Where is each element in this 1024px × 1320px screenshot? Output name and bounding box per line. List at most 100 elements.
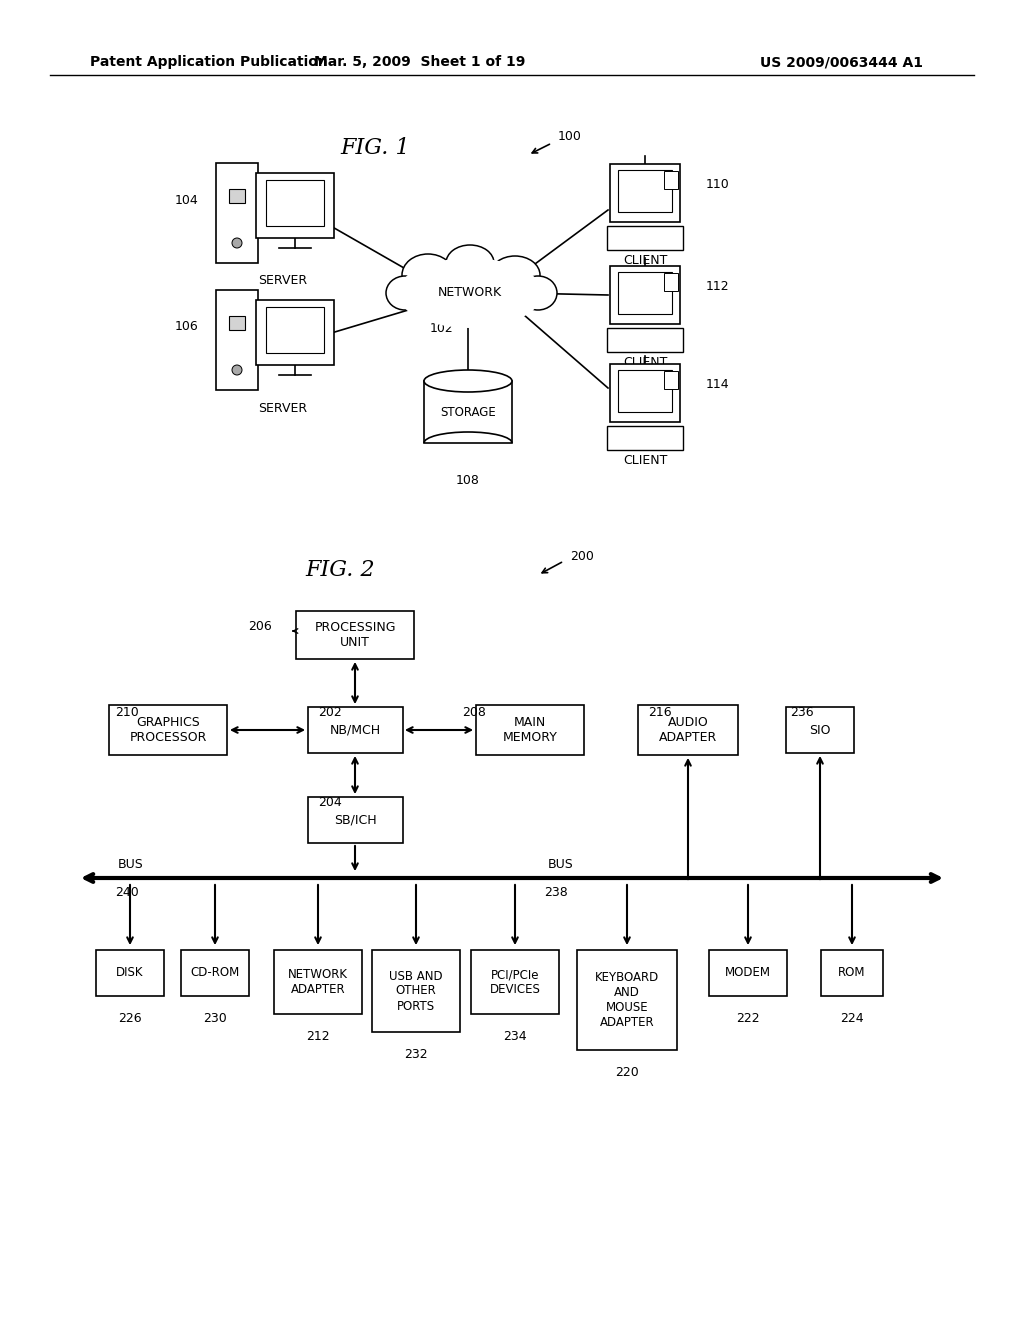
Bar — [664, 273, 678, 290]
Text: MODEM: MODEM — [725, 966, 771, 979]
Text: 222: 222 — [736, 1011, 760, 1024]
Text: 212: 212 — [306, 1030, 330, 1043]
Text: CLIENT: CLIENT — [623, 454, 668, 466]
FancyBboxPatch shape — [471, 950, 559, 1014]
Text: SIO: SIO — [809, 723, 830, 737]
Bar — [607, 327, 683, 352]
Text: FIG. 2: FIG. 2 — [305, 558, 375, 581]
Ellipse shape — [519, 276, 557, 310]
Text: CLIENT: CLIENT — [623, 253, 668, 267]
Text: 202: 202 — [318, 705, 342, 718]
Text: USB AND
OTHER
PORTS: USB AND OTHER PORTS — [389, 969, 442, 1012]
Ellipse shape — [397, 257, 543, 327]
Text: FIG. 1: FIG. 1 — [340, 137, 410, 158]
FancyBboxPatch shape — [96, 950, 164, 997]
Text: STORAGE: STORAGE — [440, 405, 496, 418]
Text: 210: 210 — [115, 705, 138, 718]
Bar — [610, 267, 680, 323]
Text: SERVER: SERVER — [258, 275, 307, 288]
Circle shape — [232, 238, 242, 248]
FancyBboxPatch shape — [372, 950, 460, 1032]
Text: 204: 204 — [318, 796, 342, 808]
Text: CLIENT: CLIENT — [623, 355, 668, 368]
Bar — [618, 370, 672, 412]
Text: CD-ROM: CD-ROM — [190, 966, 240, 979]
Text: ROM: ROM — [839, 966, 865, 979]
Text: 200: 200 — [570, 550, 594, 564]
Bar — [618, 272, 672, 314]
Bar — [256, 173, 334, 238]
FancyBboxPatch shape — [821, 950, 883, 997]
Text: 220: 220 — [615, 1065, 639, 1078]
FancyBboxPatch shape — [307, 708, 402, 752]
Bar — [424, 381, 512, 444]
Text: 232: 232 — [404, 1048, 428, 1060]
Text: 226: 226 — [118, 1011, 141, 1024]
Text: PCI/PCIe
DEVICES: PCI/PCIe DEVICES — [489, 968, 541, 997]
Text: 108: 108 — [456, 474, 480, 487]
Bar — [266, 180, 324, 226]
FancyBboxPatch shape — [296, 611, 414, 659]
FancyBboxPatch shape — [577, 950, 677, 1049]
Text: NB/MCH: NB/MCH — [330, 723, 381, 737]
Bar — [610, 364, 680, 422]
Text: NETWORK: NETWORK — [438, 286, 502, 300]
Bar — [610, 164, 680, 222]
Bar — [618, 170, 672, 213]
Text: 102: 102 — [430, 322, 454, 334]
Text: 234: 234 — [503, 1030, 526, 1043]
Circle shape — [232, 366, 242, 375]
Text: US 2009/0063444 A1: US 2009/0063444 A1 — [760, 55, 923, 69]
Text: 224: 224 — [840, 1011, 864, 1024]
Text: PROCESSING
UNIT: PROCESSING UNIT — [314, 620, 395, 649]
Text: SB/ICH: SB/ICH — [334, 813, 376, 826]
Text: 238: 238 — [544, 887, 567, 899]
Text: 104: 104 — [174, 194, 198, 206]
Bar — [216, 290, 258, 389]
Text: 240: 240 — [115, 887, 138, 899]
Bar — [266, 308, 324, 352]
Ellipse shape — [402, 253, 454, 296]
Text: GRAPHICS
PROCESSOR: GRAPHICS PROCESSOR — [129, 715, 207, 744]
Bar — [216, 162, 258, 263]
Text: SERVER: SERVER — [258, 401, 307, 414]
Ellipse shape — [490, 256, 540, 294]
Text: Patent Application Publication: Patent Application Publication — [90, 55, 328, 69]
Text: 236: 236 — [790, 705, 814, 718]
Text: 106: 106 — [174, 321, 198, 334]
Text: 100: 100 — [558, 131, 582, 144]
FancyBboxPatch shape — [638, 705, 738, 755]
Ellipse shape — [386, 276, 424, 310]
FancyBboxPatch shape — [786, 708, 854, 752]
Ellipse shape — [430, 290, 490, 319]
Text: 230: 230 — [203, 1011, 227, 1024]
Text: BUS: BUS — [118, 858, 143, 871]
FancyBboxPatch shape — [476, 705, 584, 755]
Bar — [664, 172, 678, 189]
Text: 110: 110 — [706, 178, 730, 191]
Text: BUS: BUS — [548, 858, 573, 871]
Bar — [607, 226, 683, 249]
FancyBboxPatch shape — [274, 950, 362, 1014]
Text: MAIN
MEMORY: MAIN MEMORY — [503, 715, 557, 744]
Text: 208: 208 — [462, 705, 485, 718]
FancyBboxPatch shape — [709, 950, 787, 997]
Text: DISK: DISK — [117, 966, 143, 979]
Text: 206: 206 — [248, 620, 271, 634]
FancyBboxPatch shape — [181, 950, 249, 997]
FancyBboxPatch shape — [307, 797, 402, 843]
Text: 112: 112 — [706, 281, 730, 293]
Text: NETWORK
ADAPTER: NETWORK ADAPTER — [288, 968, 348, 997]
FancyBboxPatch shape — [109, 705, 227, 755]
Bar — [229, 315, 245, 330]
Bar — [256, 300, 334, 364]
Text: AUDIO
ADAPTER: AUDIO ADAPTER — [658, 715, 717, 744]
Bar — [664, 371, 678, 389]
Bar — [229, 189, 245, 203]
Ellipse shape — [424, 370, 512, 392]
Ellipse shape — [446, 246, 494, 281]
Text: 216: 216 — [648, 705, 672, 718]
Text: Mar. 5, 2009  Sheet 1 of 19: Mar. 5, 2009 Sheet 1 of 19 — [314, 55, 525, 69]
Bar — [607, 426, 683, 450]
Ellipse shape — [463, 290, 517, 319]
